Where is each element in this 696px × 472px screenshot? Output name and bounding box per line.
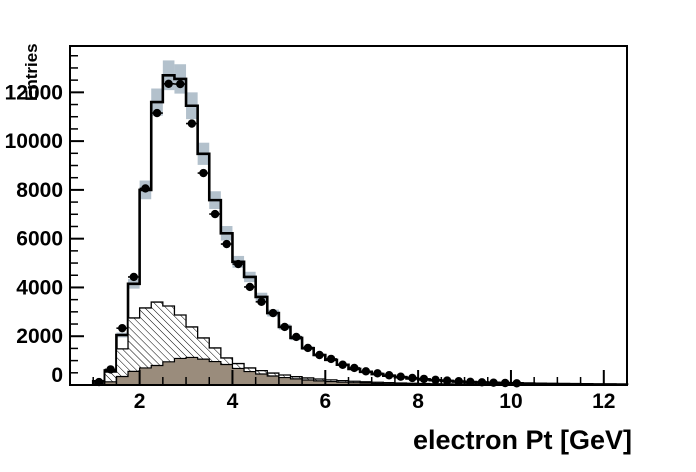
y-tick-label: 10000	[5, 130, 63, 153]
y-tick-label: 12000	[5, 81, 63, 104]
x-axis-title: electron Pt [GeV]	[413, 425, 632, 455]
x-tick-label: 10	[499, 390, 522, 413]
y-tick-label: 2000	[16, 325, 63, 348]
x-tick-label: 6	[319, 390, 331, 413]
y-tick-label: 0	[51, 364, 63, 387]
x-tick-label: 12	[592, 390, 615, 413]
y-axis-title: Entries	[22, 43, 41, 101]
total-histogram-outline	[91, 73, 629, 386]
x-tick-label: 8	[412, 390, 424, 413]
x-tick-label: 4	[227, 390, 239, 413]
y-tick-label: 8000	[16, 179, 63, 202]
y-tick-label: 4000	[16, 276, 63, 299]
y-axis: 0 2000 4000 6000 8000 10000 12000	[5, 55, 84, 387]
x-axis: 2 4 6 8 10 12	[92, 370, 615, 413]
y-tick-label: 6000	[16, 228, 63, 251]
x-tick-label: 2	[134, 390, 146, 413]
plot-frame	[69, 45, 628, 386]
